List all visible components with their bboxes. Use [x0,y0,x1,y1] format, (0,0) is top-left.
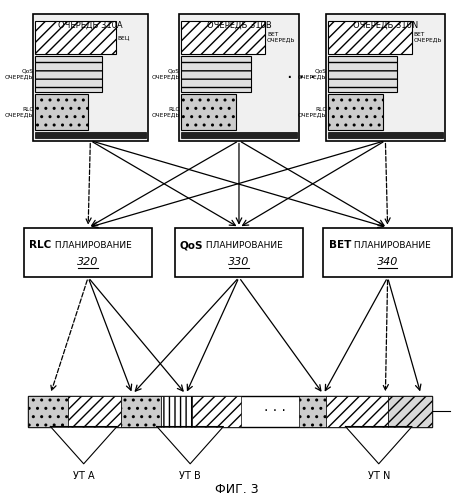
Bar [387,396,431,426]
Text: QoS
ОЧЕРЕДЬ: QoS ОЧЕРЕДЬ [151,68,179,80]
Polygon shape [50,426,117,464]
Bar [327,56,396,92]
Text: 320: 320 [77,257,99,267]
Bar [181,132,296,138]
Text: QoS
ОЧЕРЕДЬ: QoS ОЧЕРЕДЬ [297,68,326,80]
Bar [181,56,250,92]
Bar [325,396,387,426]
Text: УТ A: УТ A [73,472,94,482]
Polygon shape [157,426,223,464]
Bar [323,228,451,278]
Bar [33,14,148,140]
Bar [161,396,192,426]
Text: ПЛАНИРОВАНИЕ: ПЛАНИРОВАНИЕ [51,240,131,250]
Bar [298,396,325,426]
Text: RLC
ОЧЕРЕДЬ: RLC ОЧЕРЕДЬ [297,106,326,118]
Bar [35,94,88,130]
Bar [28,396,431,426]
Bar [68,396,121,426]
Bar [35,56,101,92]
Text: ОЧЕРЕДЬ 310B: ОЧЕРЕДЬ 310B [206,20,271,30]
Text: BEЦ: BEЦ [117,34,129,40]
Bar [327,94,382,130]
Text: УТ N: УТ N [367,472,389,482]
Bar [35,132,146,138]
Text: 330: 330 [228,257,249,267]
Bar [121,396,161,426]
Bar [192,396,241,426]
Text: · · ·: · · · [263,404,285,418]
Text: ОЧЕРЕДЬ 310N: ОЧЕРЕДЬ 310N [352,20,417,30]
Bar [28,396,68,426]
Text: RLC
ОЧЕРЕДЬ: RLC ОЧЕРЕДЬ [151,106,179,118]
Text: RLC: RLC [29,240,51,250]
Text: BET: BET [328,240,350,250]
Text: ОЧЕРЕДЬ 310A: ОЧЕРЕДЬ 310A [58,20,123,30]
Text: BET
ОЧЕРЕДЬ: BET ОЧЕРЕДЬ [266,32,295,42]
Text: ФИГ. 3: ФИГ. 3 [214,483,258,496]
Bar [174,228,302,278]
Text: RLC
ОЧЕРЕДЬ: RLC ОЧЕРЕДЬ [5,106,34,118]
Bar [325,14,444,140]
Bar [327,20,411,54]
Bar [181,20,264,54]
Text: QoS: QoS [179,240,203,250]
Text: ПЛАНИРОВАНИЕ: ПЛАНИРОВАНИЕ [351,240,430,250]
Text: · · ·: · · · [286,70,315,87]
Polygon shape [345,426,411,464]
Bar [327,132,442,138]
Bar [179,14,298,140]
Bar [24,228,152,278]
Text: ПЛАНИРОВАНИЕ: ПЛАНИРОВАНИЕ [202,240,282,250]
Bar [35,20,115,54]
Text: BET
ОЧЕРЕДЬ: BET ОЧЕРЕДЬ [413,32,441,42]
Text: 340: 340 [376,257,397,267]
Text: УТ B: УТ B [179,472,201,482]
Bar [181,94,236,130]
Text: QoS
ОЧЕРЕДЬ: QoS ОЧЕРЕДЬ [5,68,34,80]
